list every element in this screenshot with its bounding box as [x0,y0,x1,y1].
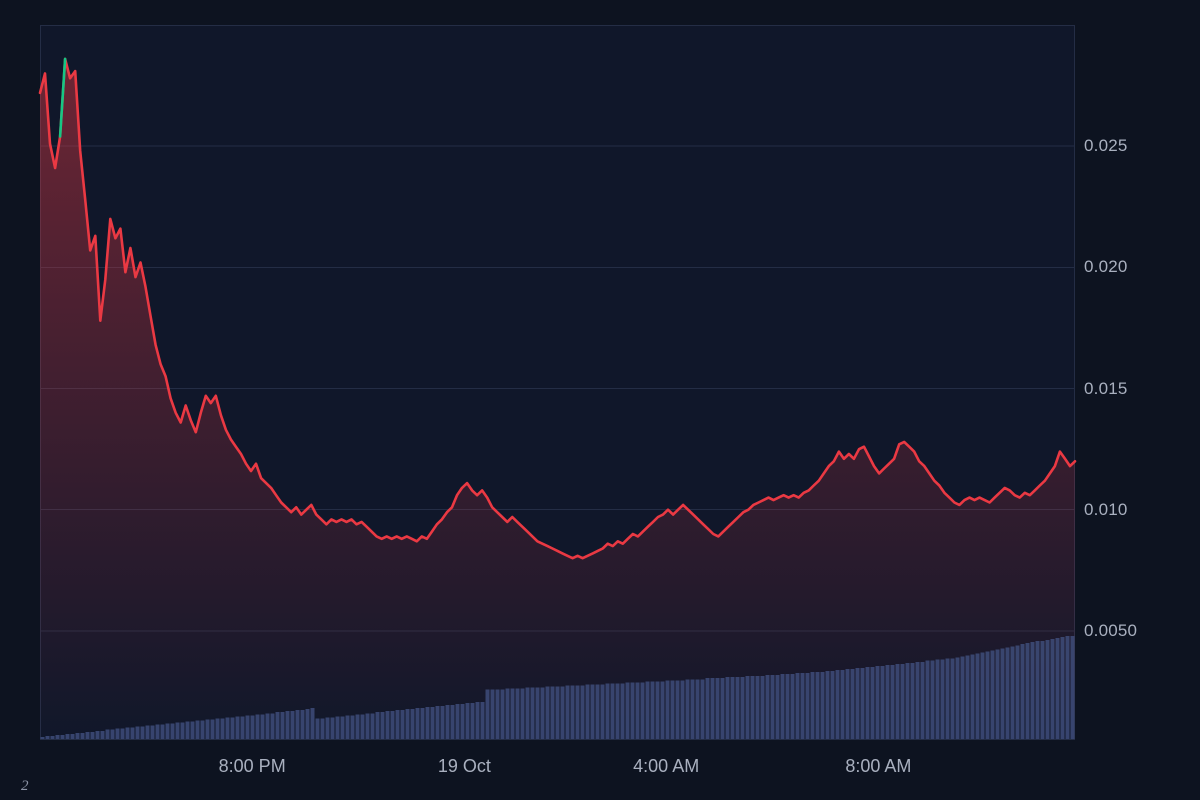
x-axis-tick-label: 8:00 PM [218,756,286,776]
y-axis-tick-label: 0.010 [1084,499,1128,519]
x-axis-tick-label: 19 Oct [437,756,491,776]
volume-bars [40,636,1075,739]
x-axis-tick-label: 4:00 AM [633,756,700,776]
y-axis-tick-label: 0.020 [1084,257,1128,277]
x-axis-tick-label: 8:00 AM [845,756,912,776]
watermark-character: 2 [21,778,29,794]
y-axis-tick-label: 0.015 [1084,378,1128,398]
price-line-green-segment [58,57,67,138]
price-line [38,57,1077,560]
y-axis-tick-label: 0.025 [1084,136,1128,156]
y-axis-tick-label: 0.0050 [1084,620,1138,640]
price-area-fill [40,58,1075,740]
